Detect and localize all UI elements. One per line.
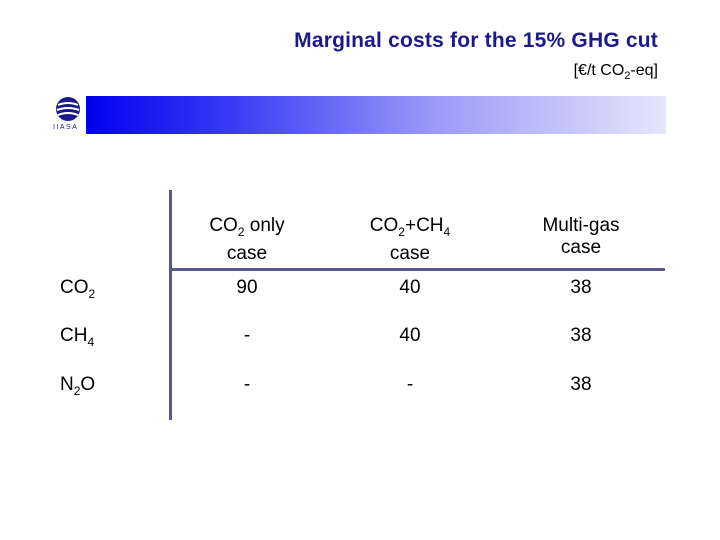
row-label-ch4: CH4 xyxy=(60,325,95,349)
table-cell: 40 xyxy=(399,325,421,346)
table-cell: 38 xyxy=(570,325,592,346)
table-cell: - xyxy=(406,374,414,395)
table-cell: - xyxy=(243,325,251,346)
row-label-co2: CO2 xyxy=(60,277,96,301)
row-label-n2o: N2O xyxy=(60,374,96,398)
column-header-co2-ch4: CO2+CH4 case xyxy=(369,215,451,264)
unit-prefix: [€/t CO xyxy=(573,62,625,79)
iiasa-logo-icon xyxy=(52,96,84,134)
table-horizontal-rule xyxy=(169,268,665,271)
page-title: Marginal costs for the 15% GHG cut xyxy=(294,29,658,52)
unit-label: [€/t CO2-eq] xyxy=(574,62,658,82)
table-vertical-rule xyxy=(169,190,172,420)
column-header-multi-gas: Multi-gas case xyxy=(542,215,620,258)
table-cell: 38 xyxy=(570,374,592,395)
table-cell: 38 xyxy=(570,277,592,298)
header-banner xyxy=(86,96,666,134)
column-header-co2-only: CO2 only case xyxy=(209,215,285,264)
table-cell: 90 xyxy=(236,277,258,298)
table-cell: 40 xyxy=(399,277,421,298)
unit-suffix: -eq] xyxy=(630,62,658,79)
table-cell: - xyxy=(243,374,251,395)
logo-text: IIASA xyxy=(53,124,79,131)
unit-subscript: 2 xyxy=(624,70,631,83)
